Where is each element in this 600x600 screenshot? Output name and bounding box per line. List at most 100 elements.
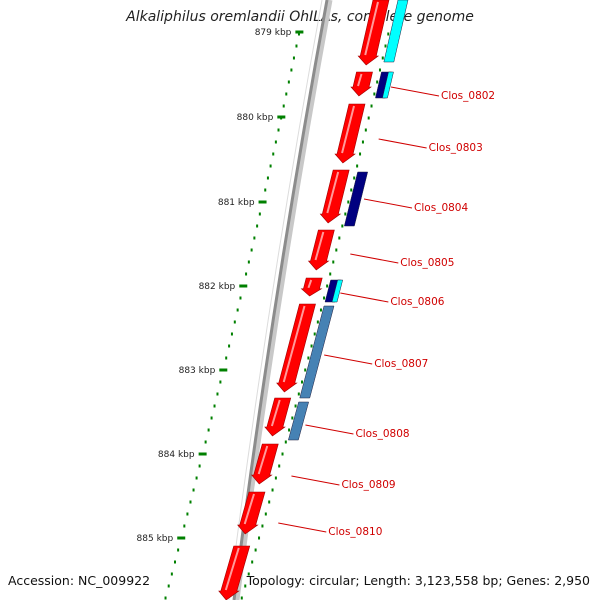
label-leader — [324, 354, 373, 365]
gene-labels: Clos_0802 Clos_0803 Clos_0804 Clos_0805 Clos… — [278, 86, 495, 538]
guide-dot — [341, 224, 344, 228]
scale-dot — [170, 572, 173, 576]
scale-dot — [192, 488, 195, 492]
guide-dot — [247, 572, 250, 576]
gene-label: Clos_0808 — [355, 428, 409, 440]
label-leader — [363, 198, 413, 209]
scale-dot — [225, 356, 228, 360]
scale-dot — [239, 296, 242, 300]
guide-dot — [313, 332, 316, 336]
accession-label: Accession: NC_009922 — [8, 573, 151, 588]
guide-dot — [281, 452, 284, 456]
guide-dot — [335, 248, 338, 252]
gene-arrow — [237, 491, 266, 535]
scale-dot — [253, 236, 256, 240]
kbp-label: 885 kbp — [137, 534, 174, 544]
scale-dot — [219, 380, 222, 384]
scale-dot — [282, 104, 285, 108]
gene-label: Clos_0802 — [441, 90, 495, 102]
kbp-label: 879 kbp — [255, 28, 292, 38]
feature-block — [299, 305, 335, 399]
scale-dot — [195, 476, 198, 480]
scale-dot — [207, 428, 210, 432]
guide-dot — [278, 464, 281, 468]
guide-dot — [356, 164, 359, 168]
kbp-label: 883 kbp — [179, 366, 216, 376]
feature-block — [383, 0, 409, 63]
guide-dot — [347, 200, 350, 204]
label-leader — [291, 475, 340, 486]
gene-arrow — [264, 397, 292, 437]
gene-arrow — [307, 229, 335, 271]
gene-highlight — [243, 493, 255, 525]
scale-dot — [186, 512, 189, 516]
guide-dot — [323, 296, 326, 300]
guide-dot — [373, 92, 376, 96]
gene-label: Clos_0804 — [414, 202, 468, 214]
scale-dot — [264, 188, 267, 192]
gene-highlight — [307, 279, 313, 289]
scale-dot — [295, 44, 298, 48]
gene-highlight — [364, 1, 379, 56]
scale-dot — [177, 548, 180, 552]
guide-dot — [254, 548, 257, 552]
scale-dot — [173, 560, 176, 564]
scale-major-tick — [295, 30, 304, 34]
gene-label: Clos_0805 — [400, 257, 454, 269]
scale-dot — [287, 80, 290, 84]
guide-dot — [294, 404, 297, 408]
guide-dot — [301, 380, 304, 384]
map-title: Alkaliphilus oremlandii OhILAs, complete… — [126, 9, 474, 25]
scale-dot — [269, 164, 272, 168]
scale-dot — [216, 392, 219, 396]
guide-dot — [251, 560, 254, 564]
gene-label: Clos_0806 — [390, 296, 444, 308]
label-leader — [350, 253, 399, 264]
scale-dot — [167, 584, 170, 588]
guide-dot — [264, 512, 267, 516]
guide-dot — [268, 500, 271, 504]
label-leader — [390, 86, 440, 97]
guide-dot — [364, 128, 367, 132]
gene-arrow — [350, 71, 373, 97]
gene-arrow — [251, 443, 279, 485]
guide-dot — [370, 104, 373, 108]
gene-highlight — [341, 105, 355, 154]
kbp-label: 881 kbp — [218, 198, 255, 208]
kbp-label: 880 kbp — [237, 113, 274, 123]
label-leader — [378, 138, 427, 149]
scale-dot — [277, 128, 280, 132]
feature-block — [331, 279, 344, 303]
scale-major-tick — [277, 115, 286, 119]
guide-dot — [319, 308, 322, 312]
guide-dot — [291, 416, 294, 420]
scale-dot — [189, 500, 192, 504]
guide-dot — [332, 260, 335, 264]
scale-major-tick — [258, 200, 267, 204]
scale-dot — [228, 344, 231, 348]
guide-dot — [381, 56, 384, 60]
guide-dot — [353, 176, 356, 180]
scale-dot — [290, 68, 293, 72]
guide-dot — [367, 116, 370, 120]
gene-highlight — [270, 399, 281, 427]
guide-dot — [310, 344, 313, 348]
scale-dot — [256, 224, 259, 228]
label-leader — [278, 522, 327, 533]
gene-highlight — [282, 305, 306, 383]
guide-dot — [316, 320, 319, 324]
label-leader — [340, 292, 389, 303]
guide-dot — [350, 188, 353, 192]
scale-dot — [247, 260, 250, 264]
gene-arrow — [300, 277, 323, 297]
feature-block — [382, 71, 394, 99]
scale-major-tick — [198, 452, 207, 456]
kbp-label: 884 kbp — [158, 450, 195, 460]
feature-track — [288, 0, 409, 441]
scale-dot — [274, 140, 277, 144]
guide-dot — [378, 68, 381, 72]
gene-highlight — [357, 73, 363, 87]
gene-arrow — [357, 0, 390, 66]
kbp-label: 882 kbp — [199, 282, 236, 292]
